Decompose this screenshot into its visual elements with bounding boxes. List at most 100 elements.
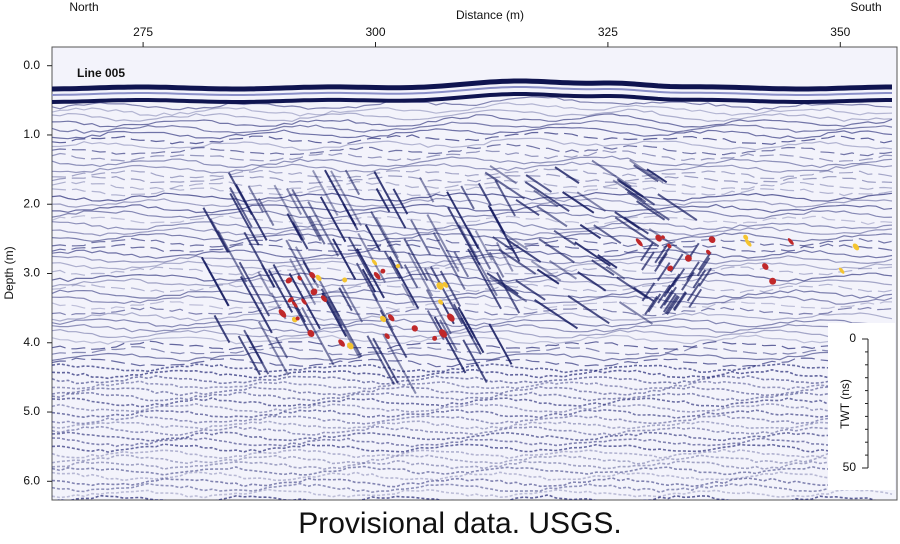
dipping-reflector <box>534 299 579 330</box>
dipping-reflector <box>579 223 602 240</box>
dipping-reflector <box>487 204 521 263</box>
reflector <box>52 226 893 237</box>
anomaly <box>310 288 318 296</box>
dipping-reflector <box>536 205 568 228</box>
dipping-reflector <box>576 191 607 212</box>
anomaly <box>411 325 418 332</box>
dipping-reflector <box>257 198 275 227</box>
anomaly <box>342 277 348 283</box>
dipping-reflector <box>657 284 671 304</box>
anomaly <box>387 314 395 322</box>
dipping-reflector <box>403 238 429 282</box>
reflector <box>52 126 893 140</box>
dipping-reflector <box>646 168 668 184</box>
reflector <box>52 397 893 408</box>
dipping-reflector <box>460 311 476 337</box>
dipping-reflector <box>536 268 560 285</box>
line-label: Line 005 <box>77 66 125 80</box>
dipping-reflector <box>492 236 515 253</box>
dipping-reflector <box>320 288 343 326</box>
dipping-reflector <box>506 238 542 263</box>
dipping-reflector <box>605 265 626 280</box>
dipping-reflector <box>640 242 654 262</box>
reflector <box>52 149 893 163</box>
plot-area <box>51 46 898 501</box>
reflector <box>52 391 893 402</box>
anomaly <box>447 313 455 322</box>
dipping-reflector <box>239 276 273 334</box>
dipping-reflector <box>217 230 248 283</box>
reflector <box>52 482 893 494</box>
dipping-reflector <box>235 184 268 241</box>
anomaly <box>384 333 390 339</box>
anomaly <box>852 243 860 251</box>
dipping-reflector <box>666 295 680 316</box>
dipping-reflector <box>647 293 662 313</box>
dipping-reflector <box>616 276 649 300</box>
anomaly <box>301 298 307 305</box>
dipping-reflector <box>548 260 577 280</box>
reflector <box>52 283 893 294</box>
reflector <box>52 255 893 265</box>
dipping-reflector <box>285 239 317 294</box>
anomaly <box>655 234 662 242</box>
x-tick-label: 275 <box>133 25 153 39</box>
dipping-reflector <box>488 323 513 365</box>
reflector <box>52 346 893 356</box>
dipping-reflector <box>618 180 656 206</box>
dipping-reflector <box>426 213 460 273</box>
dipping-reflector <box>672 291 687 311</box>
dipping-reflector <box>410 219 432 256</box>
dipping-reflector <box>439 319 458 351</box>
dipping-reflector <box>562 191 595 214</box>
dipping-reflector <box>681 271 695 291</box>
reflector <box>52 167 893 180</box>
dipping-reflector <box>597 254 618 269</box>
dipping-reflector <box>654 252 668 272</box>
reflector <box>52 191 893 203</box>
dipping-reflector <box>237 335 261 376</box>
dipping-reflector <box>453 251 470 278</box>
y-tick-label: 0.0 <box>23 58 40 72</box>
dipping-reflector <box>624 187 647 203</box>
dipping-reflector <box>666 273 681 293</box>
x-tick-label: 350 <box>830 25 850 39</box>
reflector <box>52 173 893 185</box>
anomaly <box>285 277 293 284</box>
anomaly <box>667 243 672 249</box>
dipping-reflector <box>372 337 399 384</box>
dipping-reflector <box>418 176 435 203</box>
anomaly <box>684 254 692 262</box>
dipping-reflector <box>659 289 674 309</box>
dipping-reflector <box>496 272 521 314</box>
dipping-reflector <box>246 334 263 363</box>
anomaly <box>380 268 386 274</box>
dipping-reflector <box>577 271 607 292</box>
dipping-reflector <box>474 230 493 261</box>
dipping-reflector <box>319 196 347 243</box>
dipping-reflector <box>302 260 316 283</box>
inset-tick-label: 0 <box>849 331 856 345</box>
y-tick-label: 5.0 <box>23 404 40 418</box>
y-tick-label: 6.0 <box>23 473 40 487</box>
dipping-reflector <box>213 314 231 344</box>
dipping-reflector <box>698 251 712 271</box>
reflector <box>52 120 893 134</box>
dipping-reflector <box>383 250 401 280</box>
anomaly <box>291 301 298 308</box>
dipping-reflector <box>426 289 452 335</box>
dipping-reflector <box>429 266 464 325</box>
reflector <box>52 425 893 436</box>
reflector <box>52 414 893 425</box>
dipping-reflector <box>439 270 462 307</box>
reflector <box>52 375 892 385</box>
reflector <box>52 323 893 334</box>
dipping-reflector <box>494 179 516 217</box>
dipping-reflector <box>623 216 649 235</box>
reflector <box>52 197 893 208</box>
dipping-reflector <box>591 259 615 276</box>
reflector <box>52 420 893 431</box>
anomaly <box>373 272 381 280</box>
reflector <box>52 488 893 499</box>
reflector <box>52 437 893 448</box>
